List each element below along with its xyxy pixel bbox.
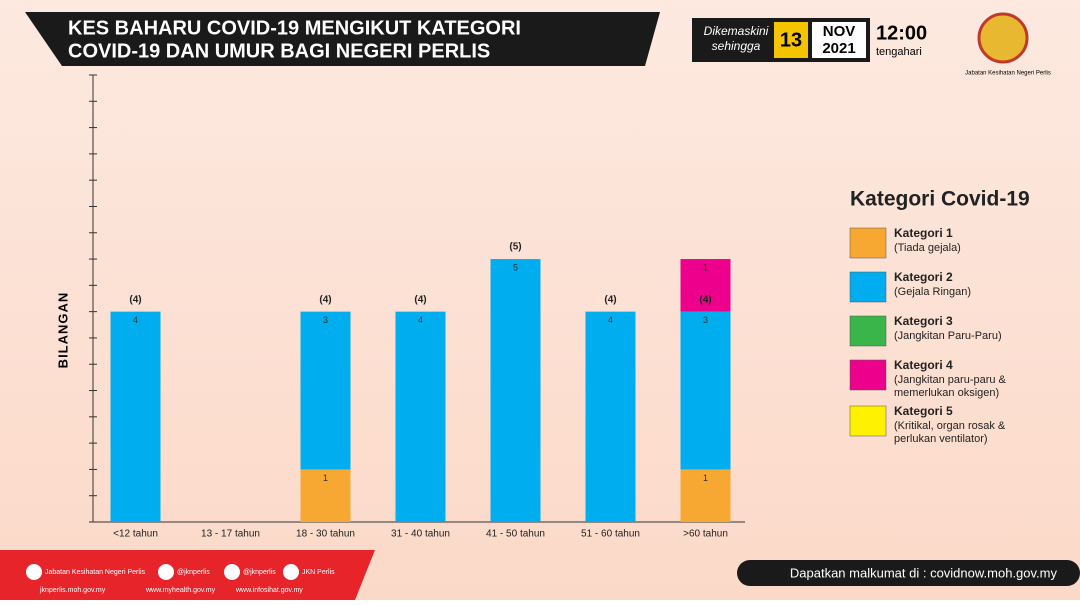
footer-banner [0, 550, 375, 600]
total-label: (4) [604, 294, 616, 305]
segment-label: 3 [323, 315, 328, 325]
year: 2021 [822, 40, 855, 57]
total-label: (4) [319, 294, 331, 305]
segment-label: 1 [703, 473, 708, 483]
social-handle: @jknperlis [243, 569, 276, 576]
social-icon [158, 564, 174, 580]
legend-swatch [849, 359, 887, 391]
time-note: tengahari [876, 46, 922, 58]
legend-name: Kategori 1 [894, 226, 953, 240]
footer-link: www.infosihat.gov.my [235, 587, 303, 594]
legend-swatch [849, 405, 887, 437]
title: KES BAHARU COVID-19 MENGIKUT KATEGORI [68, 17, 521, 39]
bar-segment [490, 259, 541, 522]
title-banner [25, 12, 660, 66]
updated-label: Dikemaskini [704, 24, 769, 38]
bar-segment [300, 311, 351, 470]
segment-label: 5 [513, 262, 518, 272]
y-axis-label: BILANGAN [55, 292, 70, 369]
legend-name: Kategori 3 [894, 314, 953, 328]
total-label: (4) [129, 294, 141, 305]
total-label: (5) [509, 242, 521, 253]
legend-description: perlukan ventilator) [894, 433, 988, 445]
bar-segment [395, 311, 446, 522]
legend-swatch [849, 227, 887, 259]
segment-label: 3 [703, 315, 708, 325]
x-tick-label: 31 - 40 tahun [391, 529, 450, 540]
segment-label: 1 [323, 473, 328, 483]
legend-swatch [849, 271, 887, 303]
legend-description: (Gejala Ringan) [894, 286, 971, 298]
legend-name: Kategori 4 [894, 358, 953, 372]
legend-description: (Tiada gejala) [894, 242, 961, 254]
updated-label: sehingga [712, 39, 761, 53]
day-box [774, 22, 808, 58]
day: 13 [780, 29, 802, 51]
info-bar [737, 560, 1080, 586]
total-label: (4) [414, 294, 426, 305]
title: COVID-19 DAN UMUR BAGI NEGERI PERLIS [68, 40, 490, 62]
legend-swatch [849, 315, 887, 347]
social-handle: JKN Perlis [302, 569, 335, 576]
month: NOV [823, 23, 856, 40]
bar-segment [680, 469, 731, 522]
segment-label: 4 [418, 315, 423, 325]
total-label: (4) [699, 294, 711, 305]
social-handle: @jknperlis [177, 569, 210, 576]
segment-label: 1 [703, 262, 708, 272]
bar-segment [585, 311, 636, 522]
legend-description: (Jangkitan Paru-Paru) [894, 330, 1002, 342]
footer-link: www.myhealth.gov.my [145, 587, 216, 594]
time: 12:00 [876, 22, 927, 44]
month-box [812, 22, 866, 58]
legend-description: (Kritikal, organ rosak & [894, 420, 1006, 432]
segment-label: 4 [608, 315, 613, 325]
bar-segment [110, 311, 161, 522]
social-icon [26, 564, 42, 580]
logo-text: Jabatan Kesihatan Negeri Perlis [965, 71, 1051, 77]
info: Dapatkan malkumat di : covidnow.moh.gov.… [790, 565, 1058, 580]
x-tick-label: 51 - 60 tahun [581, 529, 640, 540]
x-tick-label: >60 tahun [683, 529, 728, 540]
social-icon [283, 564, 299, 580]
bar-segment [680, 311, 731, 470]
legend-description: memerlukan oksigen) [894, 387, 999, 399]
bar-segment [300, 469, 351, 522]
legend-name: Kategori 5 [894, 404, 953, 418]
bar-segment [680, 259, 731, 312]
segment-label: 4 [133, 315, 138, 325]
x-tick-label: <12 tahun [113, 529, 158, 540]
legend-title: Kategori Covid-19 [850, 188, 1030, 211]
x-tick-label: 13 - 17 tahun [201, 529, 260, 540]
social-handle: Jabatan Kesihatan Negeri Perlis [45, 569, 146, 576]
x-tick-label: 18 - 30 tahun [296, 529, 355, 540]
legend-name: Kategori 2 [894, 270, 953, 284]
footer-link: jknperlis.moh.gov.my [39, 587, 106, 594]
social-icon [224, 564, 240, 580]
legend-description: (Jangkitan paru-paru & [894, 374, 1007, 386]
logo [977, 12, 1029, 64]
x-tick-label: 41 - 50 tahun [486, 529, 545, 540]
